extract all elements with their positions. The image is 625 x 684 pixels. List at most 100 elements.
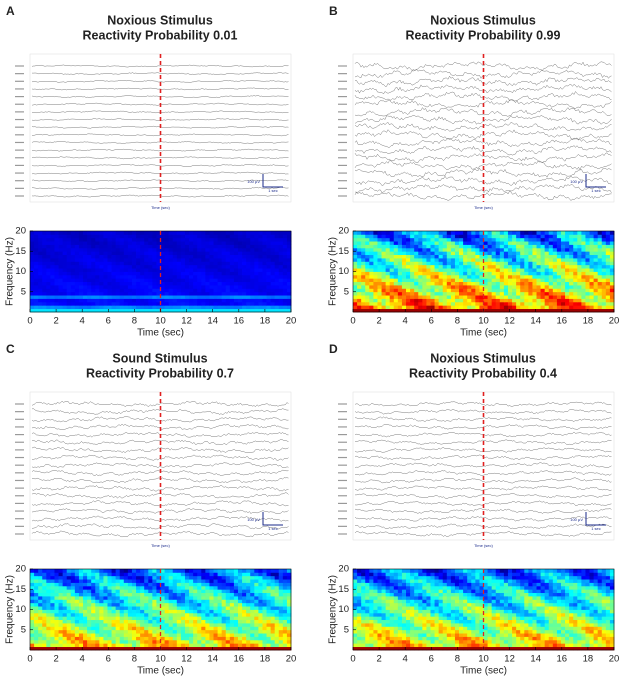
spectrogram-cell [585, 272, 589, 276]
spectrogram-cell [565, 248, 569, 252]
spectrogram-cell [87, 640, 91, 644]
scale-time: 1 sec [268, 526, 278, 531]
spectrogram-cell [238, 569, 242, 573]
spectrogram-cell [394, 288, 398, 292]
spectrogram-cell [512, 241, 516, 245]
spectrogram-cell [59, 593, 63, 597]
spectrogram-cell [398, 255, 402, 259]
spectrogram-cell [250, 288, 254, 292]
spectrogram-cell [177, 295, 181, 299]
spectrogram-cell [95, 616, 99, 620]
spectrogram-cell [451, 231, 455, 235]
spectrogram-cell [38, 248, 42, 252]
spectrogram-cell [275, 613, 279, 617]
spectrogram-cell [283, 593, 287, 597]
spectrogram-cell [553, 285, 557, 289]
spectrogram-cell [79, 623, 83, 627]
spectrogram-cell [226, 599, 230, 603]
spectrogram-cell [50, 613, 54, 617]
spectrogram-cell [508, 302, 512, 306]
spectrogram-cell [242, 593, 246, 597]
spectrogram-cell [226, 613, 230, 617]
spectrogram-cell [87, 265, 91, 269]
spectrogram-cell [209, 576, 213, 580]
spectrogram-cell [279, 288, 283, 292]
spectrogram-cell [394, 245, 398, 249]
spectrogram-cell [124, 576, 128, 580]
spectrogram-cell [79, 613, 83, 617]
spectrogram-cell [569, 248, 573, 252]
spectrogram-cell [357, 292, 361, 296]
spectrogram-cell [95, 583, 99, 587]
spectrogram-cell [205, 251, 209, 255]
spectrogram-cell [226, 623, 230, 627]
spectrogram-cell [532, 302, 536, 306]
spectrogram-cell [165, 248, 169, 252]
spectrogram-cell [218, 251, 222, 255]
spectrogram-cell [189, 626, 193, 630]
spectrogram-cell [528, 272, 532, 276]
spectrogram-cell [177, 643, 181, 647]
spectrogram-cell [484, 238, 488, 242]
spectrogram-cell [63, 610, 67, 614]
spectrogram-cell [132, 579, 136, 583]
spectrogram-cell [545, 251, 549, 255]
spectrogram-cell [42, 569, 46, 573]
spectrogram-cell [201, 265, 205, 269]
spectrogram-cell [475, 285, 479, 289]
spectrogram-cell [152, 272, 156, 276]
spectrogram-cell [124, 599, 128, 603]
spectrogram-cell [132, 305, 136, 309]
spectrogram-cell [99, 231, 103, 235]
spectrogram-cell [197, 241, 201, 245]
spectrogram-cell [34, 292, 38, 296]
spectrogram-cell [95, 569, 99, 573]
spectrogram-cell [504, 231, 508, 235]
spectrogram-cell [140, 637, 144, 641]
spectrogram-cell [496, 282, 500, 286]
spectrogram-cell [430, 643, 434, 647]
spectrogram-cell [577, 248, 581, 252]
spectrogram-cell [377, 302, 381, 306]
spectrogram-cell [144, 288, 148, 292]
spectrogram-cell [46, 251, 50, 255]
spectrogram-cell [242, 613, 246, 617]
spectrogram-cell [91, 596, 95, 600]
spectrogram-cell [103, 626, 107, 630]
spectrogram-cell [602, 245, 606, 249]
spectrogram-cell [116, 292, 120, 296]
spectrogram-cell [38, 606, 42, 610]
spectrogram-cell [549, 241, 553, 245]
spectrogram-cell [254, 606, 258, 610]
spectrogram-cell [602, 272, 606, 276]
spectrogram-cell [283, 245, 287, 249]
spectrogram-cell [50, 282, 54, 286]
spectrogram-cell [193, 282, 197, 286]
spectrogram-cell [275, 643, 279, 647]
spectrogram-cell [173, 282, 177, 286]
spectrogram-cell [394, 268, 398, 272]
spectrogram-cell [148, 610, 152, 614]
spectrogram-cell [120, 255, 124, 259]
spectrogram-cell [283, 231, 287, 235]
spectrogram-cell [234, 599, 238, 603]
spectrogram-cell [116, 288, 120, 292]
spectrogram-cell [177, 610, 181, 614]
spectrogram-cell [173, 248, 177, 252]
spectrogram-cell [512, 275, 516, 279]
spectrogram-cell [594, 282, 598, 286]
spectrogram-cell [83, 583, 87, 587]
spectrogram-cell [234, 576, 238, 580]
spectrogram-cell [373, 261, 377, 265]
spectrogram-cell [50, 248, 54, 252]
spectrogram-cell [152, 285, 156, 289]
spectrogram-cell [59, 282, 63, 286]
spectrogram-cell [250, 623, 254, 627]
spectrogram-cell [54, 245, 58, 249]
spectrogram-cell [545, 255, 549, 259]
spectrogram-cell [569, 245, 573, 249]
spectrogram-cell [185, 643, 189, 647]
spectrogram-cell [120, 288, 124, 292]
spectrogram-cell [279, 616, 283, 620]
spectrogram-cell [218, 302, 222, 306]
